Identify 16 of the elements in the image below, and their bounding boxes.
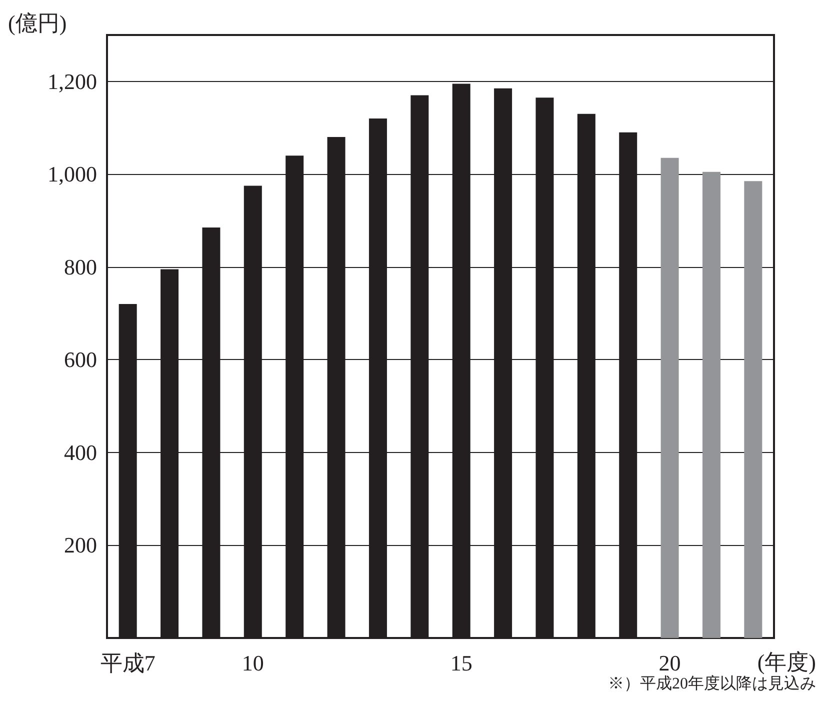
y-tick-label: 1,200 (48, 68, 97, 94)
bar (660, 158, 679, 638)
x-tick-label: 10 (242, 650, 264, 676)
bar (744, 181, 762, 638)
x-tick-label: 20 (658, 650, 681, 676)
bar (702, 172, 720, 638)
text: ※）平成20年度以降は見込み (608, 674, 816, 692)
x-tick-label: 平成7 (100, 650, 156, 676)
y-tick-label: 200 (64, 532, 97, 558)
y-tick-label: 400 (64, 440, 97, 465)
y-tick-label: 800 (64, 254, 97, 280)
y-tick-label: 600 (64, 347, 97, 372)
y-axis-title: (億円) (8, 10, 67, 36)
y-tick-label: 1,000 (48, 162, 97, 187)
x-axis-title: (年度) (757, 650, 816, 674)
x-tick-label: 15 (450, 650, 472, 676)
